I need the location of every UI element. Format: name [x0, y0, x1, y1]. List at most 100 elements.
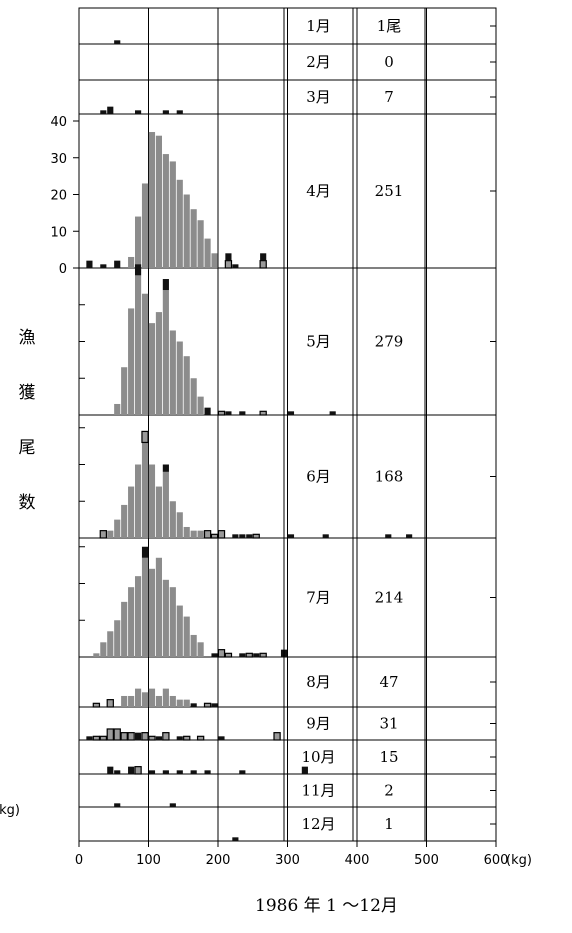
- histogram-bar: [121, 601, 128, 657]
- black-bar: [385, 534, 392, 538]
- hatched-bar: [259, 652, 267, 658]
- hatched-bar: [141, 732, 149, 741]
- hatched-bar: [134, 766, 142, 775]
- black-bar: [211, 653, 218, 657]
- y-axis: 0 10 20 30 40: [50, 115, 85, 621]
- black-bar: [301, 766, 308, 774]
- histogram-bar: [135, 464, 142, 538]
- histogram-bar: [135, 688, 142, 707]
- black-bar: [239, 653, 246, 657]
- histogram-bar: [135, 275, 142, 415]
- histogram-bar: [155, 695, 162, 707]
- black-bar: [162, 110, 169, 114]
- histogram-bar: [128, 695, 135, 707]
- month-panel: 6月 168: [99, 430, 496, 539]
- histogram-bar: [190, 530, 197, 538]
- month-label: 10月: [301, 748, 335, 766]
- histogram-bar: [197, 642, 204, 657]
- black-bar: [225, 411, 232, 415]
- histogram-bar: [162, 471, 169, 538]
- black-bar: [100, 110, 107, 114]
- black-bar: [232, 264, 239, 268]
- histogram-bar: [141, 557, 149, 657]
- hatched-bar: [183, 735, 191, 741]
- count-label: 0: [384, 53, 394, 71]
- black-bar: [162, 279, 169, 291]
- histogram-bar: [162, 579, 169, 657]
- x-tick-label: 0: [75, 853, 83, 868]
- x-tick-label: 400: [345, 853, 370, 868]
- hatched-bar: [141, 430, 149, 444]
- month-label: 5月: [306, 333, 331, 351]
- histogram-bar: [155, 557, 162, 657]
- hatched-bar: [245, 652, 253, 658]
- histogram-bar: [148, 323, 156, 415]
- hatched-bar: [259, 260, 267, 269]
- hatched-bar: [224, 260, 233, 269]
- histogram-bar: [176, 179, 183, 268]
- black-bar: [329, 411, 336, 415]
- hatched-bar: [92, 702, 101, 708]
- month-label: 9月: [306, 715, 331, 733]
- month-label: 11月: [301, 782, 335, 800]
- count-label: 15: [379, 748, 398, 766]
- count-label: 2: [384, 782, 394, 800]
- hatched-bar: [162, 732, 170, 741]
- black-bar: [239, 411, 246, 415]
- black-bar: [107, 106, 114, 114]
- hatched-bar: [148, 735, 156, 741]
- histogram-bar: [141, 692, 149, 707]
- hatched-bar: [99, 530, 108, 539]
- month-panel: 2月 0: [306, 53, 496, 71]
- black-bar: [135, 732, 142, 740]
- histogram-bar: [121, 504, 128, 538]
- left-unit-label: (kg): [0, 803, 20, 818]
- histogram-bar: [176, 605, 183, 657]
- histogram-bar: [107, 631, 114, 657]
- month-panel: 12月 1: [232, 815, 496, 841]
- hatched-bar: [99, 735, 108, 741]
- histogram-bar: [148, 688, 156, 707]
- count-label: 7: [384, 88, 394, 106]
- histogram-bar: [128, 587, 135, 657]
- count-label: 168: [375, 468, 404, 486]
- black-bar: [260, 253, 267, 261]
- x-axis-unit: (kg): [506, 853, 532, 868]
- hatched-bar: [113, 728, 121, 741]
- y-axis-label-char: 漁: [19, 328, 36, 348]
- hatched-bar: [106, 728, 114, 741]
- histogram-bar: [107, 530, 114, 538]
- histogram-bar: [155, 135, 162, 268]
- x-tick-label: 500: [414, 853, 439, 868]
- histogram-bar: [148, 568, 156, 657]
- hatched-bar: [203, 530, 212, 539]
- y-tick-label: 40: [50, 115, 67, 130]
- black-bar: [225, 253, 232, 261]
- histogram-bar: [169, 587, 176, 657]
- histogram-bar: [190, 634, 197, 657]
- month-panel: 3月 7: [100, 88, 496, 114]
- hatched-bar: [259, 410, 267, 416]
- hatched-bar: [210, 533, 219, 539]
- hatched-bar: [224, 652, 233, 658]
- hatched-bar: [127, 732, 135, 741]
- histogram-panels: 1月 1尾 2月 0 3月 7 4月 251 5月 279 6月 168 7月 214 8月 47 9月 31 10…: [78, 7, 497, 842]
- month-label: 2月: [306, 53, 331, 71]
- y-tick-label: 0: [59, 262, 67, 277]
- histogram-bar: [190, 378, 197, 415]
- histogram-bar: [114, 519, 121, 538]
- histogram-bar: [148, 464, 156, 538]
- hatched-bar: [217, 410, 226, 416]
- month-label: 7月: [306, 589, 331, 607]
- black-bar: [190, 770, 197, 774]
- histogram-bar: [183, 616, 190, 657]
- black-bar: [176, 736, 183, 740]
- black-bar: [155, 736, 162, 740]
- x-axis: (kg) 0 100 200 300 400 500 600: [75, 841, 532, 868]
- black-bar: [190, 703, 197, 707]
- histogram-bar: [197, 396, 204, 415]
- black-bar: [239, 770, 246, 774]
- histogram-bar: [148, 132, 156, 268]
- black-bar: [107, 766, 114, 774]
- black-bar: [287, 411, 295, 415]
